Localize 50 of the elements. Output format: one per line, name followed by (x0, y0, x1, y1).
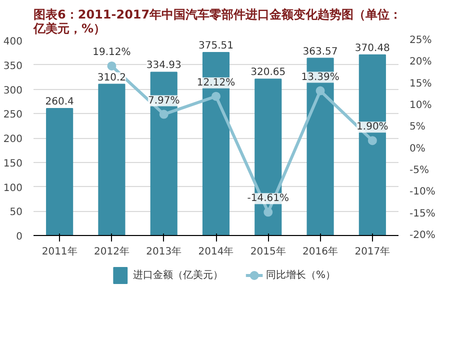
y-tick-label: 200 (3, 134, 23, 145)
data-label: 7.97% (148, 95, 180, 106)
data-label: 370.48 (354, 42, 390, 54)
y-tick-label: 0 (16, 232, 23, 242)
data-label: 363.57 (302, 46, 338, 58)
y2-tick-label: 0% (410, 143, 426, 154)
y2-tick-label: 20% (410, 56, 432, 68)
x-tick-label: 2017年 (354, 246, 390, 258)
y-tick-label: 100 (3, 182, 23, 194)
x-tick-label: 2015年 (250, 246, 286, 258)
point (264, 208, 273, 217)
data-label: 260.4 (45, 96, 74, 108)
y2-tick-label: 15% (410, 78, 432, 90)
y-tick-label: 300 (3, 85, 23, 96)
data-label: 334.93 (146, 60, 182, 72)
legend-label: 进口金额（亿美元） (132, 269, 223, 281)
y2-tick-label: -15% (410, 208, 436, 220)
data-label: 19.12% (92, 46, 131, 58)
legend-label: 同比增长（%） (266, 269, 336, 281)
data-label: 375.51 (198, 40, 234, 52)
data-label: 310.2 (97, 72, 126, 84)
y2-tick-label: -10% (410, 186, 436, 198)
y-tick-label: 250 (3, 110, 23, 121)
bar (46, 108, 74, 236)
x-tick-label: 2014年 (198, 246, 234, 258)
data-label: 13.39% (301, 72, 340, 83)
x-tick-label: 2011年 (42, 246, 78, 258)
y2-tick-label: 25% (410, 35, 432, 46)
data-label: -14.61% (247, 193, 290, 204)
point (107, 61, 116, 70)
point (212, 92, 220, 101)
point (316, 86, 325, 96)
y2-tick-label: 10% (410, 100, 432, 111)
y-tick-label: 150 (3, 158, 23, 170)
x-tick-label: 2012年 (94, 246, 130, 258)
point (368, 136, 377, 146)
y2-tick-label: -20% (410, 230, 436, 241)
y-tick-label: 50 (10, 207, 23, 218)
data-label: 320.65 (250, 67, 286, 78)
bar (98, 84, 126, 236)
data-label: 12.12% (196, 77, 236, 88)
point (159, 110, 168, 119)
y2-tick-label: -5% (410, 165, 429, 176)
x-tick-label: 2016年 (302, 246, 338, 258)
x-tick-label: 2013年 (146, 246, 182, 258)
y2-tick-label: 5% (410, 122, 426, 133)
chart-title: 图表6：2011-2017年中国汽车零部件进口金额变化趋势图（单位：亿美元，%） (32, 8, 402, 36)
data-label: 1.90% (356, 122, 388, 133)
y-tick-label: 400 (3, 36, 23, 48)
y-tick-label: 350 (3, 60, 23, 72)
